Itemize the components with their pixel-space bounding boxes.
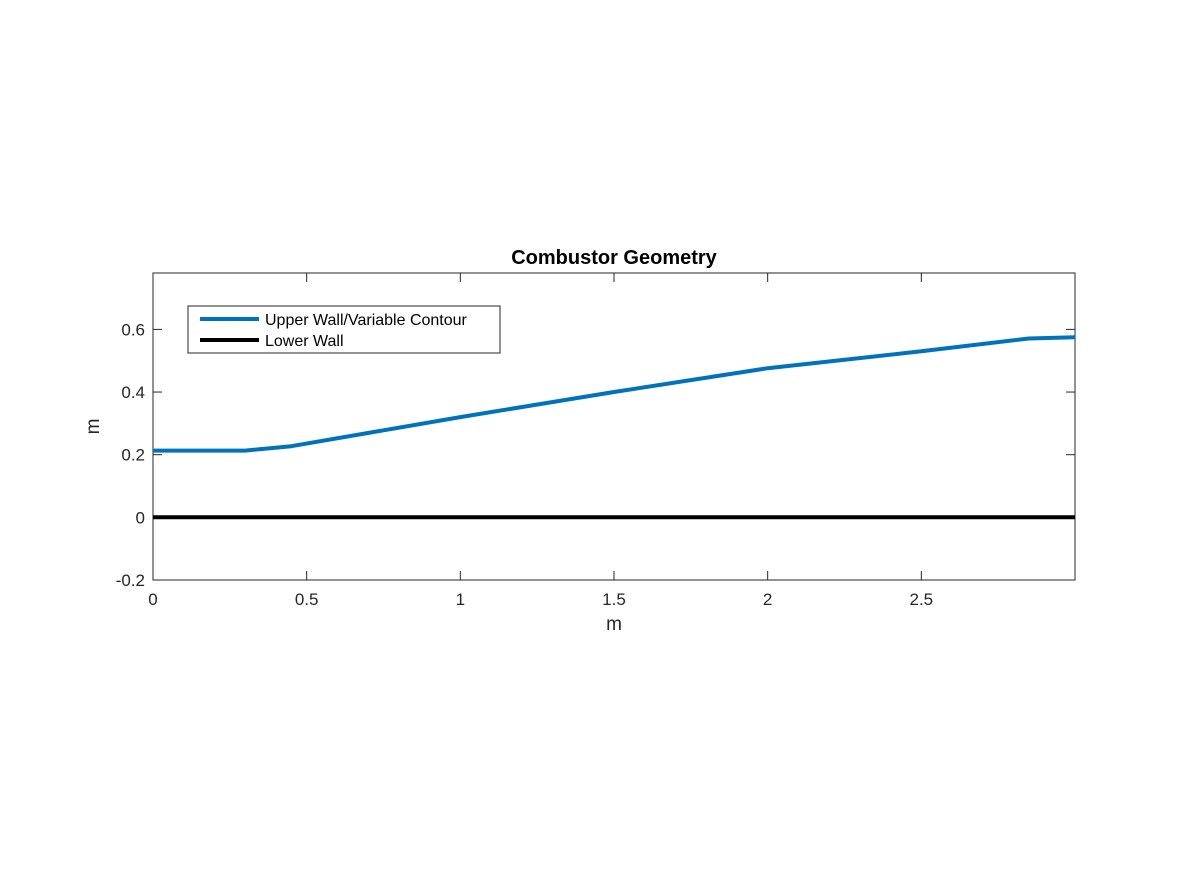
legend-label-upper-wall: Upper Wall/Variable Contour — [265, 312, 468, 329]
legend-box — [187, 305, 501, 354]
series-line-upper-wall — [153, 335, 1076, 453]
x-axis-label: m — [606, 614, 622, 635]
legend-label-lower-wall: Lower Wall — [265, 333, 344, 350]
y-tick-label: 0.6 — [121, 320, 145, 339]
y-tick-label: 0 — [136, 508, 145, 527]
y-tick-label: 0.2 — [121, 446, 145, 465]
series-lines — [153, 335, 1076, 520]
chart-title: Combustor Geometry — [511, 247, 717, 269]
legend: Upper Wall/Variable Contour Lower Wall — [187, 305, 501, 354]
y-tick-label: 0.4 — [121, 383, 145, 402]
y-tick-label: -0.2 — [116, 571, 145, 590]
x-tick-label: 1 — [456, 590, 465, 609]
y-axis-ticks: -0.2 0 0.2 0.4 0.6 — [116, 320, 1075, 590]
x-tick-label: 2 — [763, 590, 772, 609]
x-tick-label: 0.5 — [295, 590, 319, 609]
x-tick-label: 0 — [148, 590, 157, 609]
x-tick-label: 2.5 — [910, 590, 934, 609]
x-tick-label: 1.5 — [602, 590, 626, 609]
y-axis-label: m — [83, 419, 104, 435]
x-axis-ticks: 0 0.5 1 1.5 2 2.5 — [148, 273, 933, 609]
